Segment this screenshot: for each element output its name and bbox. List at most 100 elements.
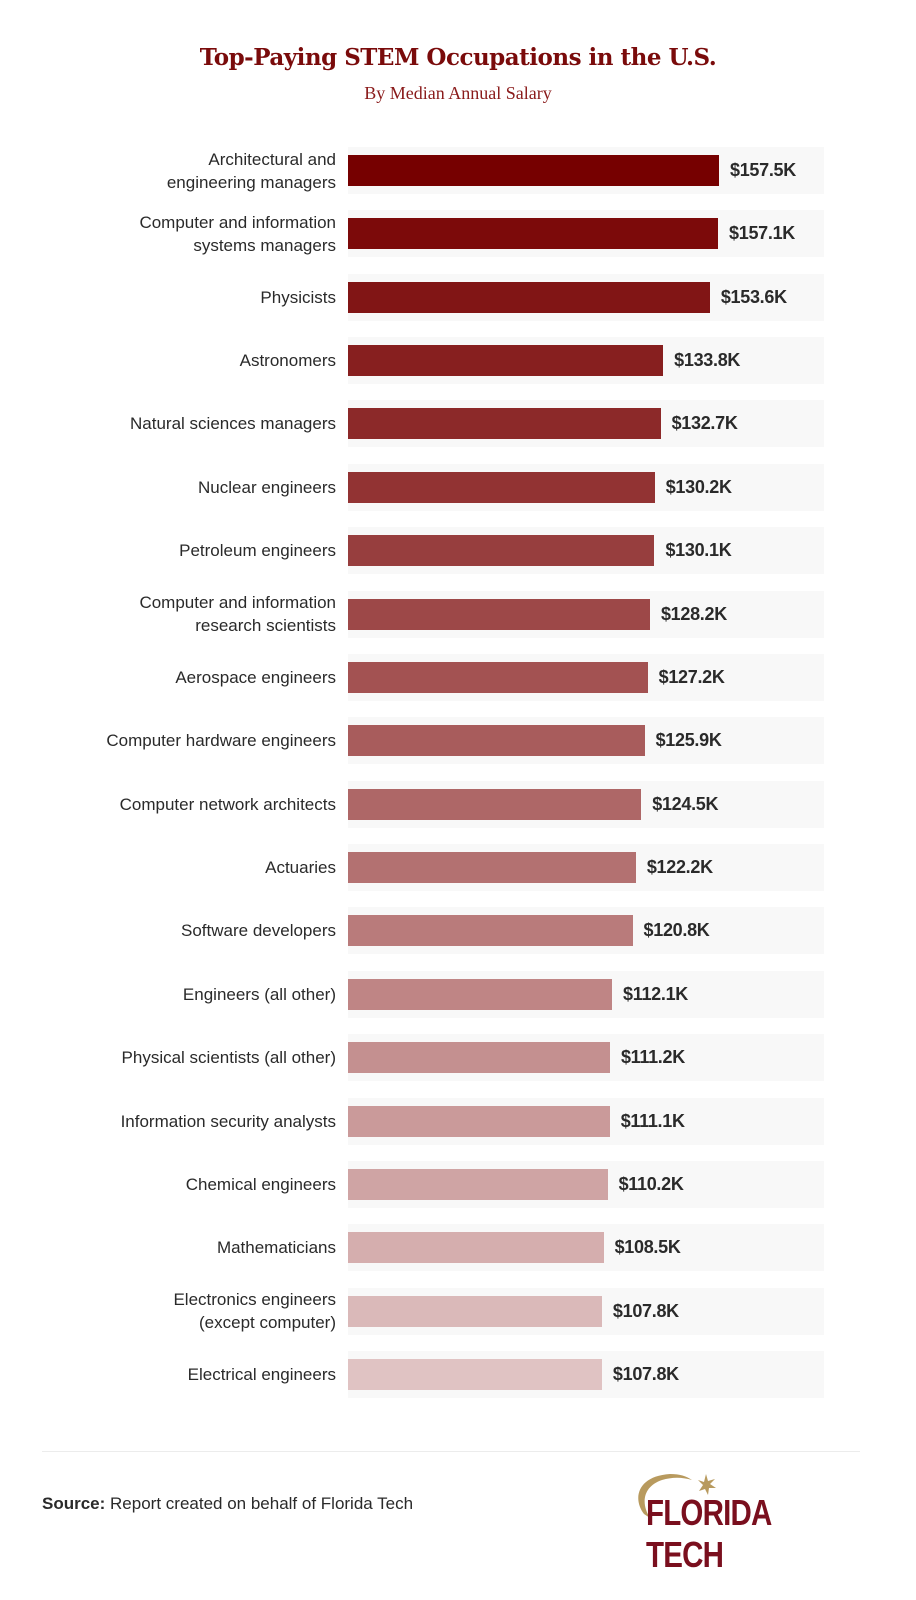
data-label: $157.1K <box>729 223 796 244</box>
category-label: Actuaries <box>16 844 336 891</box>
category-label-text: Computer network architects <box>119 794 336 814</box>
data-label: $122.2K <box>646 857 713 878</box>
bar-row: Mathematicians $108.5K <box>0 1224 916 1272</box>
data-label: $132.7K <box>671 413 738 434</box>
category-label: Nuclear engineers <box>16 464 336 511</box>
data-label: $111.1K <box>620 1110 685 1131</box>
bar <box>348 915 633 947</box>
category-label-text: Physicists <box>260 287 336 307</box>
data-label: $125.9K <box>655 730 722 751</box>
bar <box>348 852 636 884</box>
category-label-text: Astronomers <box>239 351 336 371</box>
bar-row: Electronics engineers (except computer) $1… <box>0 1287 916 1335</box>
bar-row: Natural sciences managers $132.7K <box>0 400 916 448</box>
data-label: $130.2K <box>665 476 732 497</box>
category-label-text: Natural sciences managers <box>130 414 336 434</box>
category-label: Electrical engineers <box>16 1351 336 1398</box>
bar <box>348 598 650 630</box>
bar-row: Nuclear engineers $130.2K <box>0 463 916 511</box>
category-label: Mathematicians <box>16 1224 336 1271</box>
category-label-text: Mathematicians <box>216 1238 336 1258</box>
category-label-text: Electronics engineers (except computer) <box>173 1290 336 1333</box>
bar-row: Physicists $153.6K <box>0 273 916 321</box>
category-label: Physicists <box>16 274 336 321</box>
bar-row: Computer and information research scienti… <box>0 590 916 638</box>
bar-row: Astronomers $133.8K <box>0 337 916 385</box>
bar <box>348 1359 602 1391</box>
category-label-text: Software developers <box>181 921 336 941</box>
data-label: $120.8K <box>643 920 710 941</box>
bar-row: Computer and information systems managers… <box>0 210 916 258</box>
bar <box>348 471 655 503</box>
comet-star-icon <box>638 1474 716 1518</box>
bar <box>348 218 719 250</box>
category-label-text: Engineers (all other) <box>182 984 336 1004</box>
bar-row: Aerospace engineers $127.2K <box>0 653 916 701</box>
category-label: Computer and information research scienti… <box>16 591 336 638</box>
category-label-text: Electrical engineers <box>187 1365 336 1385</box>
chart-subtitle: By Median Annual Salary <box>364 83 552 103</box>
category-label-text: Physical scientists (all other) <box>121 1048 336 1068</box>
category-label-text: Computer hardware engineers <box>106 731 336 751</box>
bar-row: Physical scientists (all other) $111.2K <box>0 1034 916 1082</box>
bar <box>348 535 655 567</box>
bar-row: Computer hardware engineers $125.9K <box>0 717 916 765</box>
source-text: Report created on behalf of Florida Tech <box>110 1494 414 1513</box>
bar <box>348 1042 610 1074</box>
category-label: Chemical engineers <box>16 1161 336 1208</box>
data-label: $130.1K <box>665 540 732 561</box>
category-label: Aerospace engineers <box>16 654 336 701</box>
category-label-text: Information security analysts <box>120 1111 336 1131</box>
category-label: Software developers <box>16 907 336 954</box>
bar-row: Information security analysts $111.1K <box>0 1097 916 1145</box>
category-label: Physical scientists (all other) <box>16 1034 336 1081</box>
category-label-text: Actuaries <box>265 858 336 878</box>
category-label: Information security analysts <box>16 1098 336 1145</box>
bar <box>348 281 710 313</box>
category-label-text: Architectural and engineering managers <box>166 149 336 192</box>
category-label-text: Computer and information systems managers <box>139 212 336 255</box>
bar <box>348 345 664 377</box>
data-label: $107.8K <box>612 1300 679 1321</box>
bar <box>348 1168 608 1200</box>
bar <box>348 155 719 186</box>
bar <box>348 788 642 820</box>
bar-row: Engineers (all other) $112.1K <box>0 970 916 1018</box>
data-label: $107.8K <box>612 1364 679 1385</box>
bar-row: Actuaries $122.2K <box>0 844 916 892</box>
data-label: $112.1K <box>623 983 689 1004</box>
data-label: $157.5K <box>730 160 796 180</box>
data-label: $133.8K <box>674 350 741 371</box>
data-label: $108.5K <box>614 1237 681 1258</box>
category-label-text: Chemical engineers <box>185 1174 336 1194</box>
data-label: $110.2K <box>618 1173 684 1194</box>
category-label: Electronics engineers (except computer) <box>16 1288 336 1335</box>
category-label-text: Nuclear engineers <box>198 477 336 497</box>
bar-row: Petroleum engineers $130.1K <box>0 527 916 575</box>
source-label: Source: <box>42 1494 106 1513</box>
category-label-text: Petroleum engineers <box>179 541 336 561</box>
bar <box>348 1295 602 1327</box>
logo-text: FLORIDA TECH <box>646 1492 771 1575</box>
source-note: Source: Report created on behalf of Flor… <box>42 1494 413 1514</box>
category-label: Computer network architects <box>16 781 336 828</box>
category-label-text: Computer and information research scienti… <box>139 593 336 636</box>
data-label: $128.2K <box>660 603 727 624</box>
category-label: Architectural and engineering managers <box>16 147 336 194</box>
bar <box>348 978 613 1010</box>
category-label-text: Aerospace engineers <box>175 667 336 687</box>
footer-divider <box>42 1451 860 1452</box>
data-label: $153.6K <box>720 286 787 307</box>
florida-tech-logo: FLORIDA TECH <box>630 1470 870 1575</box>
bar-row: Electrical engineers $107.8K <box>0 1351 916 1399</box>
bar <box>348 1105 610 1137</box>
bar-row: Software developers $120.8K <box>0 907 916 955</box>
bar <box>348 661 648 693</box>
bar <box>348 725 645 757</box>
bar <box>348 1232 604 1264</box>
category-label: Computer and information systems managers <box>16 210 336 257</box>
category-label: Computer hardware engineers <box>16 717 336 764</box>
bar <box>348 408 661 440</box>
chart-title: Top-Paying STEM Occupations in the U.S. <box>199 44 717 71</box>
